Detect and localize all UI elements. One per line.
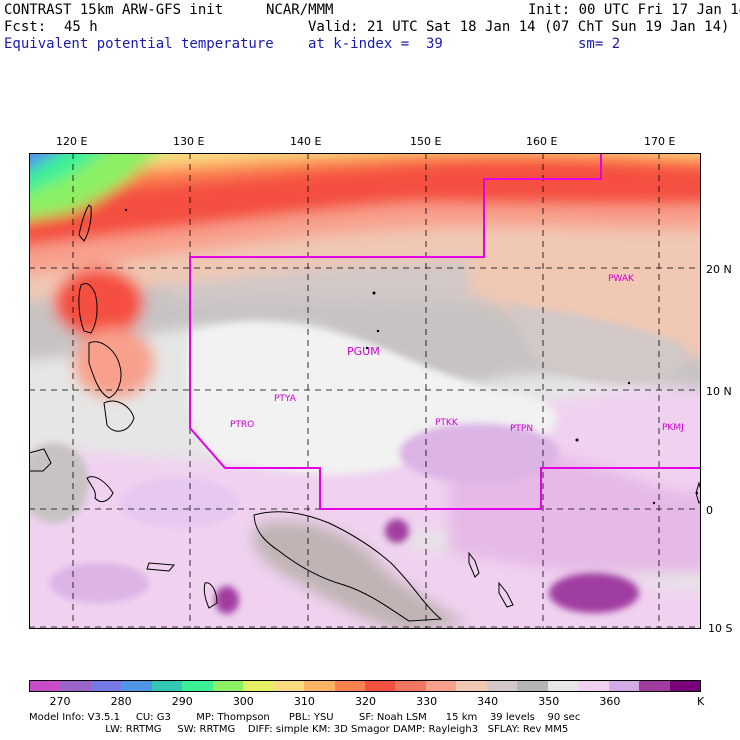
fcst-label: Fcst: [4,19,47,35]
colorbar-swatch [60,681,91,691]
station-ptpn: PTPN [510,424,534,434]
region-boundary [189,153,701,510]
lat-label-10n: 10 N [706,385,732,398]
colorbar-swatch [547,681,579,691]
lon-label-150e: 150 E [410,135,442,148]
colorbar-swatch [90,681,122,691]
model-info-line2: LW: RRTMG SW: RRTMG DIFF: simple KM: 3D … [29,724,569,735]
colorbar-swatch [608,681,640,691]
valid-time: Valid: 21 UTC Sat 18 Jan 14 (07 ChT Sun … [308,19,730,35]
lon-label-130e: 130 E [173,135,205,148]
bougainville-coast [468,551,480,578]
colorbar-unit: K [697,695,705,708]
colorbar-label: 320 [355,695,376,708]
station-ptkk: PTKK [435,418,458,428]
lon-label-170e: 170 E [644,135,676,148]
colorbar-swatch [151,681,183,691]
colorbar-swatch [334,681,365,691]
graticule [29,153,701,629]
colorbar-swatch [30,681,61,691]
taiwan-coast [78,204,92,242]
org-label: NCAR/MMM [266,2,334,18]
colorbar-swatch [243,681,274,691]
lat-label-20n: 20 N [706,263,732,276]
colorbar-label: 290 [171,695,193,708]
colorbar-swatch [273,681,305,691]
colorbar-label: 340 [477,695,499,708]
field-name: Equivalent potential temperature [4,36,274,52]
colorbar-swatch [578,681,609,691]
lat-label-10s: 10 S [708,622,733,635]
colorbar-label: 350 [538,695,560,708]
colorbar-swatch [425,681,457,691]
station-pgum: PGUM [347,345,380,358]
borneo-coast [29,448,52,472]
visayas-coast [88,341,122,399]
fcst-value: 45 h [64,19,98,35]
theta-e-detail [29,303,686,614]
station-pwak: PWAK [608,274,634,284]
model-info-line1: Model Info: V3.5.1 CU: G3 MP: Thompson P… [29,712,581,723]
map-frame [29,153,701,629]
model-title: CONTRAST 15km ARW-GFS init [4,2,224,18]
theta-e-map [29,153,701,629]
small-islands [124,208,699,505]
colorbar-label: 280 [110,695,132,708]
colorbar-label: 330 [416,695,438,708]
mindanao-coast [103,400,135,432]
colorbar-swatch [669,681,700,691]
colorbar-swatch [486,681,518,691]
station-ptya: PTYA [274,394,296,404]
init-time: Init: 00 UTC Fri 17 Jan 14 [528,2,740,18]
colorbar-swatch [182,681,213,691]
coastlines [29,204,701,622]
new-guinea-coast [253,511,443,622]
colorbar-swatch [121,681,152,691]
lat-label-0: 0 [706,504,713,517]
colorbar-label: 310 [293,695,315,708]
lon-label-120e: 120 E [56,135,88,148]
colorbar [29,680,701,692]
timor-coast [146,562,176,572]
smooth-label: sm= 2 [578,36,621,52]
level-label: at k-index = 39 [308,36,443,52]
lon-label-140e: 140 E [290,135,322,148]
aru-island-coast [203,582,218,609]
station-ptro: PTRO [230,420,255,430]
luzon-coast [78,282,98,334]
colorbar-label: 360 [599,695,621,708]
colorbar-swatch [364,681,396,691]
colorbar-swatch [304,681,335,691]
theta-e-field [29,153,701,629]
fiji-coast [695,481,701,505]
colorbar-swatch [639,681,670,691]
station-pkmj: PKMJ [662,423,684,433]
colorbar-swatch [456,681,487,691]
colorbar-label: 300 [232,695,254,708]
colorbar-swatch [517,681,548,691]
lon-label-160e: 160 E [526,135,558,148]
colorbar-swatch [395,681,426,691]
sulawesi-coast [86,476,114,503]
colorbar-label: 270 [49,695,71,708]
colorbar-swatch [212,681,244,691]
solomon-coast [498,581,514,608]
